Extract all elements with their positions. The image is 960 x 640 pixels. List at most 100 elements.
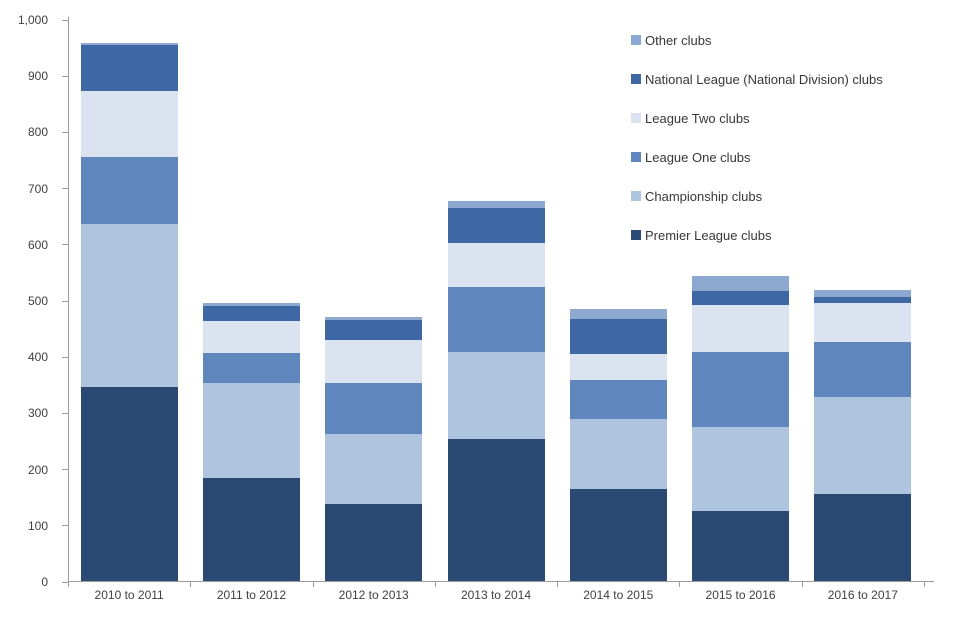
legend-item: League Two clubs [631,110,883,126]
bar-segment [325,340,423,384]
bar-segment [447,243,545,288]
bar-segment [692,305,790,353]
legend: Other clubs National League (National Div… [631,33,883,267]
bar-segment [569,488,667,581]
y-axis-tick-label: 1,000 [17,13,48,27]
bar-segment [692,275,790,292]
bar-segment [80,156,178,225]
stacked-bar [692,275,790,581]
x-axis-tick [434,582,436,587]
y-axis-tick [62,188,68,190]
bar-segment [325,316,423,321]
y-axis-tick-label: 400 [27,350,48,365]
y-axis-tick-label: 700 [27,181,48,196]
legend-swatch-icon [631,230,641,240]
bar-segment [325,320,423,341]
x-axis-category-label: 2015 to 2016 [705,588,776,602]
legend-label: League One clubs [645,149,751,165]
x-axis-tick [312,582,314,587]
bar-segment [569,379,667,420]
legend-item: Premier League clubs [631,227,883,243]
y-axis-tick-label: 500 [27,294,48,308]
x-axis-category-label: 2012 to 2013 [338,588,409,602]
y-axis-tick [62,19,68,21]
y-axis-tick-label: 600 [27,237,48,252]
bar-segment [80,90,178,157]
bar-segment [447,208,545,244]
y-axis-tick-label: 100 [27,518,48,533]
y-axis-tick-label: 800 [27,125,48,140]
y-axis-tick-label: 0 [41,575,48,589]
bar-segment [692,291,790,306]
y-axis-tick [62,300,68,302]
bar-segment [325,434,423,505]
legend-swatch-icon [631,74,641,84]
legend-swatch-icon [631,191,641,201]
bar-segment [569,319,667,354]
legend-label: Premier League clubs [645,227,772,243]
stacked-bar [80,43,178,581]
stacked-bar [447,200,545,581]
bar-segment [325,504,423,581]
legend-label: National League (National Division) club… [645,71,883,87]
y-axis-tick-label: 900 [27,69,48,84]
bar-segment [325,383,423,435]
bar-segment [814,303,912,343]
plot-area: 0 100 200 300 400 500 600 700 800 900 1,000 2010 t… [18,14,934,602]
bar-segment [814,296,912,304]
bar-segment [80,45,178,91]
legend-item: National League (National Division) club… [631,71,883,87]
bar-segment [569,309,667,320]
x-axis-tick [801,582,803,587]
y-axis-tick [62,581,68,583]
x-axis-category-label: 2010 to 2011 [94,588,164,602]
y-axis-tick-label: 300 [27,406,48,421]
bar-segment [202,383,300,478]
bar-segment [569,419,667,489]
bar-segment [202,306,300,322]
y-axis-tick [62,131,68,133]
x-axis-category-label: 2013 to 2014 [460,588,532,602]
y-axis-tick [62,75,68,77]
legend-swatch-icon [631,35,641,45]
legend-label: Other clubs [645,32,712,48]
bar-segment [814,397,912,495]
bar-segment [447,200,545,209]
x-axis-category-label: 2014 to 2015 [583,588,654,602]
bar-segment [447,439,545,581]
x-axis-tick [68,582,69,587]
y-axis-tick [62,244,68,246]
bar-segment [80,387,178,581]
legend-swatch-icon [631,152,641,162]
legend-swatch-icon [631,113,641,123]
bar-segment [202,321,300,354]
bar-segment [202,353,300,384]
legend-item: Championship clubs [631,188,883,204]
legend-label: Championship clubs [645,188,763,204]
bar-segment [447,352,545,440]
y-axis-tick [62,525,68,527]
legend-item: League One clubs [631,149,883,165]
stacked-bar [569,309,667,581]
stacked-bar [202,303,300,581]
stacked-bar [325,316,423,581]
bar-segment [80,43,178,46]
y-axis-tick [62,412,68,414]
x-axis-tick [190,582,192,587]
bar-segment [814,290,912,297]
bar-segment [814,342,912,398]
bar-segment [692,352,790,428]
x-axis-tick [924,582,925,587]
y-axis-line [68,17,69,583]
bar-segment [202,477,300,581]
bar-segment [447,287,545,353]
stacked-bar [814,290,912,581]
x-axis-category-label: 2011 to 2012 [216,588,287,602]
bar-segment [814,494,912,581]
legend-item: Other clubs [631,32,883,48]
bar-segment [202,303,300,307]
bar-segment [692,427,790,512]
legend-label: League Two clubs [645,110,750,126]
y-axis-tick-label: 200 [27,462,48,477]
